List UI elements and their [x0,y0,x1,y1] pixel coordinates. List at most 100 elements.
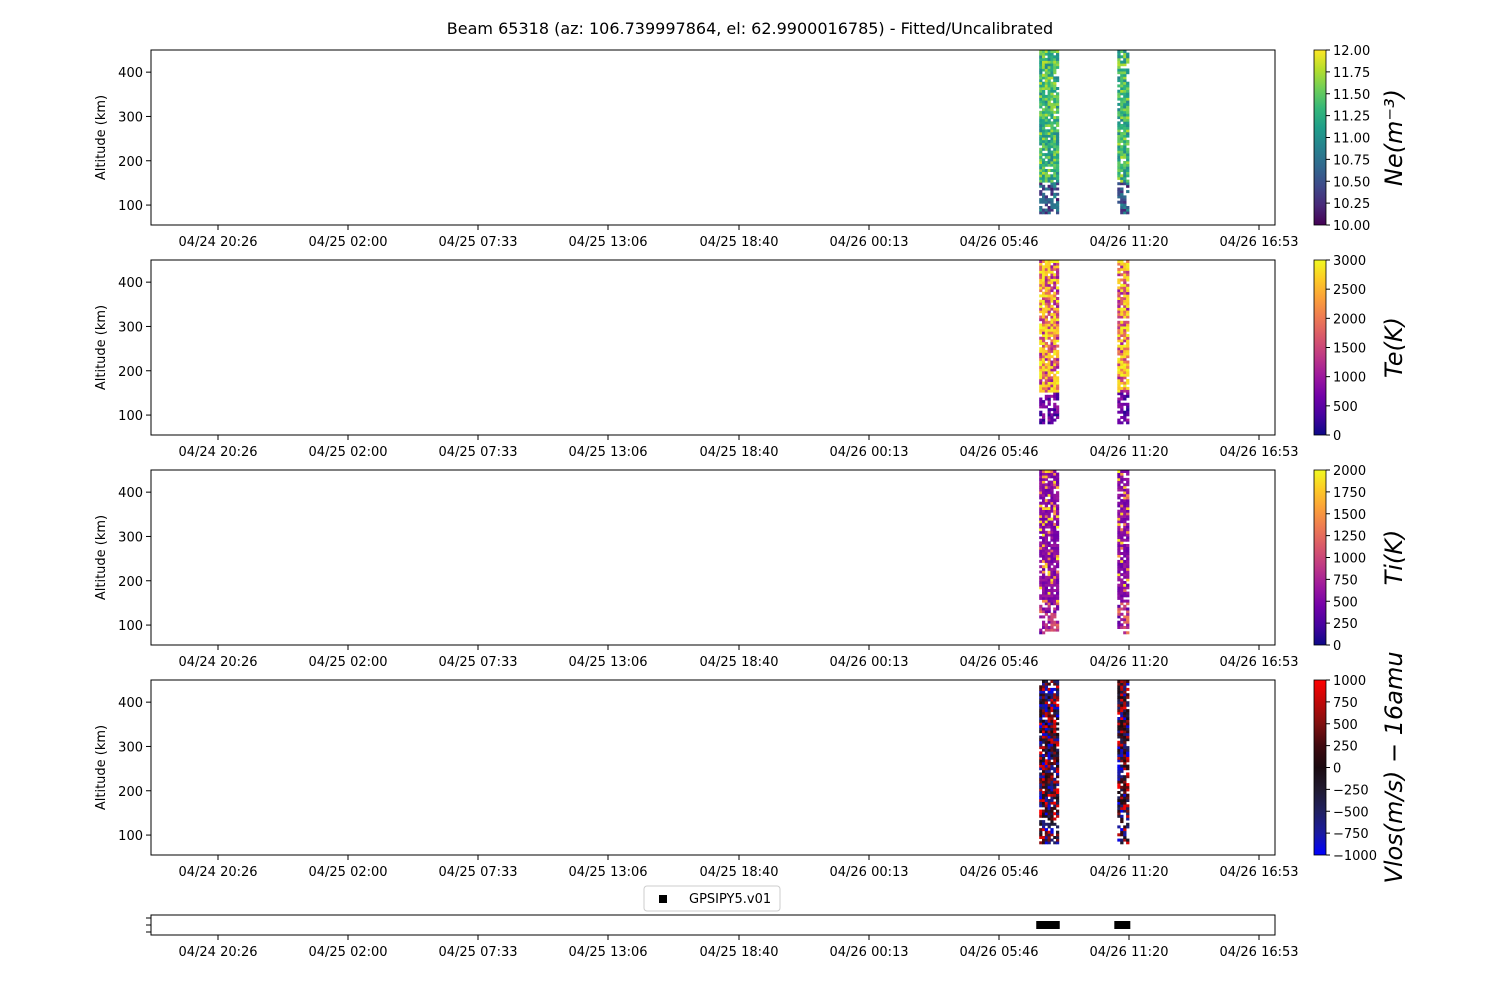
heatmap-cell [1053,620,1057,624]
heatmap-cell [1126,155,1130,159]
heatmap-cell [1050,507,1054,510]
heatmap-cell [1050,833,1054,837]
heatmap-cell [1123,501,1127,505]
heatmap-cell [1053,623,1057,627]
heatmap-cell [1042,352,1046,356]
heatmap-cell [1053,682,1057,686]
heatmap-cell [1117,102,1121,106]
heatmap-cell [1117,530,1121,534]
heatmap-cell [1053,822,1057,826]
heatmap-cell [1126,153,1130,157]
heatmap-cell [1044,814,1048,818]
heatmap-cell [1039,724,1043,728]
heatmap-cell [1056,155,1060,159]
y-tick-label: 400 [118,486,143,501]
heatmap-cell [1039,581,1043,584]
heatmap-cell [1050,732,1054,736]
heatmap-cell [1123,352,1127,356]
heatmap-cell [1123,620,1127,624]
heatmap-cell [1044,764,1048,768]
heatmap-cell [1044,743,1048,747]
heatmap-cell [1044,267,1048,271]
heatmap-cell [1053,730,1057,734]
x-tick-label: 04/25 13:06 [568,445,647,460]
heatmap-cell [1042,283,1046,287]
heatmap-cell [1056,360,1060,364]
heatmap-cell [1039,92,1043,96]
colorbar-tick-label: 0 [1333,429,1341,444]
heatmap-cell [1044,198,1048,202]
heatmap-cell [1117,754,1121,757]
heatmap-cell [1120,198,1124,202]
heatmap-cell [1044,344,1048,348]
colorbar-tick-label: 3000 [1333,254,1366,269]
heatmap-cell [1050,57,1054,61]
heatmap-cell [1117,596,1121,600]
heatmap-cell [1050,408,1054,412]
heatmap-cell [1123,176,1127,180]
heatmap-cell [1056,804,1060,808]
heatmap-cell [1120,764,1124,768]
heatmap-cell [1120,586,1124,590]
heatmap-cell [1047,92,1051,96]
heatmap-cell [1123,520,1127,524]
heatmap-cell [1123,357,1127,361]
heatmap-cell [1047,416,1051,419]
heatmap-cell [1053,389,1057,393]
heatmap-cell [1117,166,1121,170]
heatmap-cell [1053,384,1057,388]
heatmap-cell [1050,339,1054,343]
heatmap-cell [1047,297,1051,300]
heatmap-cell [1117,833,1121,837]
heatmap-cell [1039,150,1043,154]
heatmap-cell [1056,200,1060,204]
heatmap-cell [1120,501,1124,505]
heatmap-cell [1039,607,1043,611]
heatmap-cell [1047,105,1051,109]
heatmap-cell [1039,517,1043,521]
heatmap-cell [1117,517,1121,521]
heatmap-cell [1047,793,1051,797]
heatmap-cell [1042,615,1046,619]
heatmap-cell [1123,594,1127,598]
heatmap-cell [1039,299,1043,303]
heatmap-cell [1056,573,1060,577]
heatmap-cell [1120,349,1124,353]
heatmap-cell [1039,828,1043,832]
heatmap-cell [1117,79,1121,83]
heatmap-cell [1126,470,1130,473]
heatmap-cell [1047,142,1051,146]
heatmap-cell [1042,326,1046,330]
heatmap-cell [1056,522,1060,526]
heatmap-cell [1047,732,1051,736]
heatmap-cell [1053,512,1057,516]
heatmap-cell [1042,116,1046,120]
heatmap-cell [1042,801,1046,805]
heatmap-cell [1053,806,1057,810]
heatmap-cell [1126,102,1130,106]
heatmap-cell [1039,693,1043,697]
heatmap-cell [1050,536,1054,540]
heatmap-cell [1120,838,1124,842]
heatmap-cell [1120,355,1124,359]
heatmap-cell [1050,200,1054,204]
heatmap-cell [1120,623,1124,627]
heatmap-cell [1056,413,1060,417]
heatmap-cell [1056,796,1060,800]
heatmap-cell [1050,105,1054,109]
heatmap-cell [1120,530,1124,534]
heatmap-cell [1126,717,1130,720]
heatmap-cell [1042,780,1046,784]
heatmap-cell [1039,105,1043,109]
heatmap-cell [1123,294,1127,298]
heatmap-cell [1053,97,1057,101]
heatmap-cell [1047,512,1051,516]
heatmap-cell [1044,491,1048,495]
heatmap-cell [1117,693,1121,697]
heatmap-cell [1056,328,1060,332]
heatmap-cell [1123,262,1127,266]
heatmap-cell [1117,182,1121,186]
heatmap-cell [1120,381,1124,385]
heatmap-cell [1053,687,1057,691]
heatmap-cell [1047,801,1051,805]
